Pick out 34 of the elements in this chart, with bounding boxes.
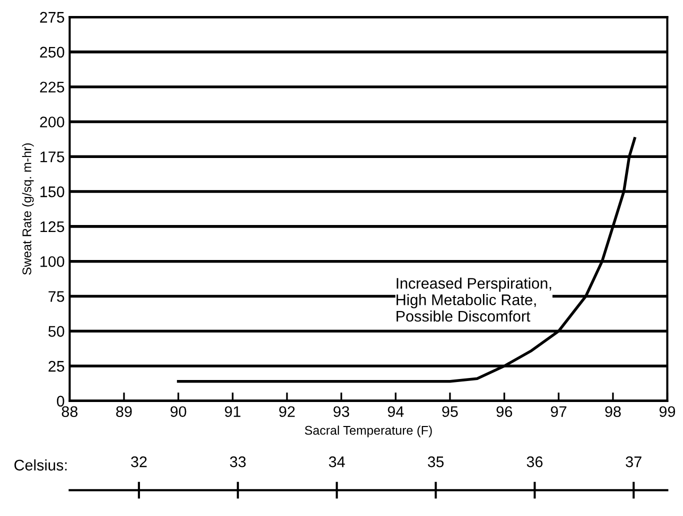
x-tick-label: 91 — [224, 406, 240, 418]
x-tick-label: 89 — [116, 406, 132, 418]
x2-tick-label: 36 — [526, 456, 543, 468]
y-tick-label: 25 — [48, 360, 64, 372]
x-tick-label: 88 — [62, 406, 78, 418]
y-axis-title: Sweat Rate (g/sq. m-hr) — [22, 143, 34, 275]
y-tick-label: 0 — [56, 396, 64, 407]
x2-tick-label: 33 — [230, 456, 246, 468]
x2-tick-label: 37 — [626, 456, 642, 468]
y-tick-label: 75 — [48, 291, 64, 302]
x2-axis-title: Celsius: — [14, 459, 67, 471]
y-tick-label: 225 — [40, 82, 64, 93]
x-tick-label: 90 — [170, 406, 186, 418]
x2-tick-label: 35 — [428, 456, 444, 468]
y-tick-label: 125 — [40, 221, 64, 232]
y-tick-label: 50 — [48, 326, 64, 337]
x-tick-label: 92 — [279, 406, 295, 418]
x-axis-title: Sacral Temperature (F) — [304, 426, 432, 438]
annotation: Increased Perspiration, High Metabolic Rate, Possible Discomfort — [396, 278, 552, 322]
y-tick-label: 150 — [40, 186, 64, 198]
x-tick-label: 95 — [442, 406, 458, 418]
y-tick-label: 100 — [40, 256, 64, 268]
y-tick-label: 175 — [40, 152, 64, 162]
x2-tick-label: 34 — [328, 456, 345, 468]
y-tick-label: 250 — [40, 46, 64, 58]
x-tick-label: 93 — [334, 406, 350, 418]
x-tick-label: 96 — [496, 406, 512, 418]
x-tick-label: 94 — [388, 406, 404, 418]
x-tick-label: 98 — [605, 406, 621, 418]
y-tick-label: 275 — [40, 12, 64, 23]
x2-tick-label: 32 — [131, 456, 147, 468]
y-tick-label: 200 — [40, 116, 64, 128]
x-tick-label: 97 — [550, 406, 566, 418]
x-tick-label: 99 — [660, 406, 676, 418]
